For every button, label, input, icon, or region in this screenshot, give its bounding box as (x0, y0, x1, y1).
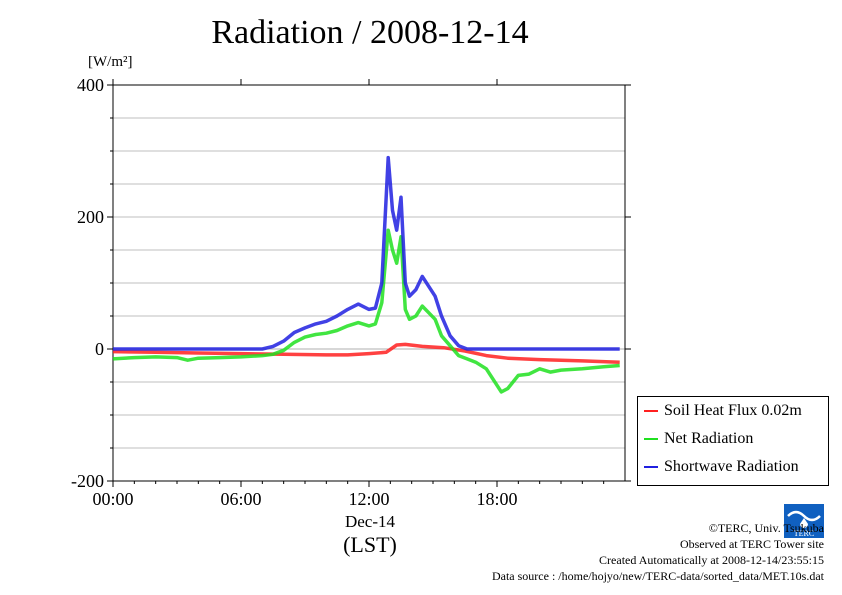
legend-swatch-shortwave-radiation (644, 466, 658, 468)
credit-created: Created Automatically at 2008-12-14/23:5… (599, 553, 824, 567)
y-axis-unit: [W/m²] (88, 54, 133, 70)
credit-copyright: ©TERC, Univ. Tsukuba (708, 521, 824, 535)
legend-label-shortwave-radiation: Shortwave Radiation (664, 458, 799, 475)
legend-label-soil-heat-flux: Soil Heat Flux 0.02m (664, 402, 802, 419)
x-axis-timezone-label: (LST) (343, 532, 397, 557)
y-tick-label: 0 (95, 339, 104, 359)
y-tick-label: 400 (77, 75, 104, 95)
legend-label-net-radiation: Net Radiation (664, 430, 754, 447)
logo-text: TERC (794, 529, 814, 538)
terc-logo-icon: TERC (784, 504, 824, 538)
credits-block: ©TERC, Univ. Tsukuba Observed at TERC To… (492, 520, 824, 584)
chart-title: Radiation / 2008-12-14 (211, 14, 529, 51)
x-tick-label: 18:00 (476, 489, 517, 509)
x-tick-label: 06:00 (220, 489, 261, 509)
x-axis-date-label: Dec-14 (344, 512, 396, 531)
series-line-net-radiation (112, 228, 620, 394)
y-tick-label: -200 (71, 471, 104, 491)
legend-swatch-net-radiation (644, 438, 658, 440)
credit-observed: Observed at TERC Tower site (679, 537, 824, 551)
credit-source: Data source : /home/hojyo/new/TERC-data/… (491, 569, 824, 583)
legend-item-net-radiation: Net Radiation (644, 428, 753, 450)
legend-item-shortwave-radiation: Shortwave Radiation (644, 456, 799, 478)
x-tick-label: 12:00 (348, 489, 389, 509)
x-tick-label: 00:00 (92, 489, 133, 509)
series-line-shortwave-radiation (113, 155, 620, 351)
legend-item-soil-heat-flux: Soil Heat Flux 0.02m (644, 400, 802, 422)
chart-legend: Soil Heat Flux 0.02m Net Radiation Short… (637, 396, 829, 486)
y-tick-label: 200 (77, 207, 104, 227)
legend-swatch-soil-heat-flux (644, 410, 658, 412)
series-line-soil-heat-flux (112, 342, 620, 364)
